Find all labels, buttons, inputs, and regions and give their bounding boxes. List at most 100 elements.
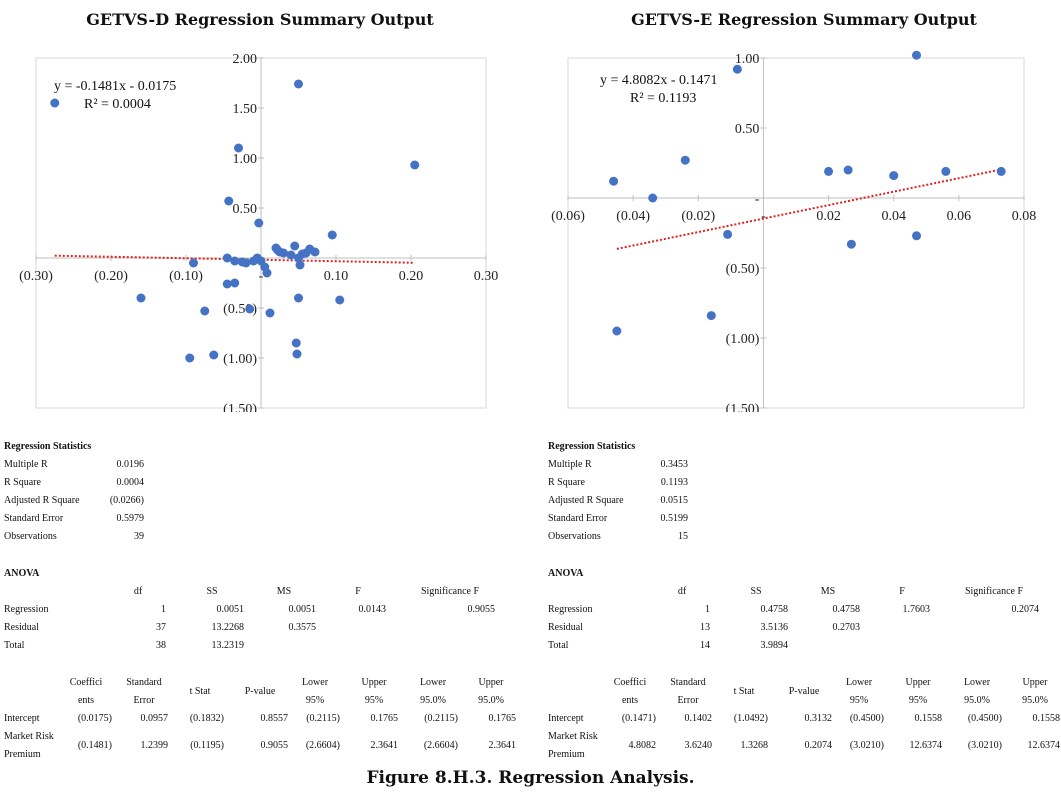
anova-cell: 13.2268: [211, 622, 245, 633]
data-point: [185, 353, 195, 363]
anova-header: MS: [276, 586, 292, 597]
coef-header: Standard: [126, 677, 162, 688]
coef-header: Lower: [845, 677, 873, 688]
reg-stats-heading: Regression Statistics: [4, 441, 92, 452]
x-tick-label: 0.30: [474, 269, 499, 284]
data-point: [295, 260, 305, 270]
coef-header: P-value: [244, 686, 276, 697]
coef-header: Upper: [478, 677, 504, 688]
coef-cell: 2.3641: [370, 740, 399, 751]
data-point: [846, 239, 856, 249]
coef-cell: (0.4500): [967, 713, 1002, 724]
coef-header: Error: [677, 695, 699, 706]
reg-stat-value: 0.1193: [660, 477, 688, 488]
data-point: [912, 231, 922, 241]
reg-stat-value: 15: [678, 531, 688, 542]
coef-cell: (3.0210): [967, 740, 1002, 751]
reg-stat-value: 39: [134, 531, 144, 542]
data-point: [209, 350, 219, 360]
x-tick-label: 0.06: [947, 209, 972, 224]
anova-heading: ANOVA: [4, 568, 40, 579]
data-point: [680, 155, 690, 165]
data-point: [262, 268, 272, 278]
coef-header: 95%: [364, 695, 384, 706]
anova-cell: 0.0051: [216, 604, 245, 615]
data-point: [136, 293, 146, 303]
x-tick-label: (0.06): [551, 209, 585, 224]
reg-stat-value: 0.5979: [116, 513, 145, 524]
coef-row-label: Market Risk: [548, 731, 598, 742]
anova-heading: ANOVA: [548, 568, 584, 579]
coef-header: Lower: [419, 677, 447, 688]
coef-cell: (1.0492): [733, 713, 768, 724]
data-point: [50, 98, 60, 108]
coef-header: 95.0%: [478, 695, 504, 706]
figure-caption: Figure 8.H.3. Regression Analysis.: [366, 768, 695, 788]
reg-stat-value: 0.0196: [116, 459, 145, 470]
data-point: [824, 166, 834, 176]
anova-header: Significance F: [964, 586, 1024, 597]
data-point: [222, 253, 232, 263]
data-point: [941, 166, 951, 176]
coef-cell: 0.1558: [1032, 713, 1061, 724]
coef-cell: (0.1832): [189, 713, 224, 724]
coef-cell: 0.3132: [804, 713, 833, 724]
coef-cell: 3.6240: [684, 740, 713, 751]
anova-cell: 13.2319: [211, 640, 245, 651]
y-tick-label: 0.50: [735, 122, 760, 137]
reg-stat-label: R Square: [4, 477, 41, 488]
coef-cell: 12.6374: [909, 740, 943, 751]
data-point: [224, 196, 234, 206]
anova-cell: 3.9894: [760, 640, 789, 651]
reg-stat-label: R Square: [548, 477, 585, 488]
data-point: [254, 218, 264, 228]
trend-equation: y = 4.8082x - 0.1471: [600, 73, 718, 88]
coef-header: ents: [621, 695, 639, 706]
y-tick-label: 1.00: [735, 52, 760, 67]
data-point: [843, 165, 853, 175]
coef-header: Upper: [1022, 677, 1048, 688]
x-tick-label: 0.08: [1012, 209, 1037, 224]
anova-cell: 0.9055: [467, 604, 496, 615]
coef-cell: 0.9055: [260, 740, 289, 751]
anova-cell: 1: [705, 604, 710, 615]
coef-cell: (2.6604): [423, 740, 458, 751]
data-point: [294, 79, 303, 89]
data-point: [222, 279, 232, 289]
coef-cell: 0.1765: [370, 713, 399, 724]
data-point: [294, 293, 303, 303]
anova-cell: 13: [700, 622, 710, 633]
right-panel: GETVS-E Regression Summary Output (0.06)…: [544, 0, 1061, 770]
coef-cell: (0.0175): [77, 713, 112, 724]
left-panel: GETVS-D Regression Summary Output (0.30)…: [0, 0, 520, 770]
chart-title: GETVS-D Regression Summary Output: [86, 10, 434, 29]
reg-stat-label: Observations: [548, 531, 601, 542]
y-tick-label: (1.50): [726, 402, 760, 412]
coef-row-label: Market Risk: [4, 731, 54, 742]
y-tick-label: (1.00): [726, 332, 760, 347]
data-point: [241, 258, 251, 268]
coef-header: P-value: [788, 686, 820, 697]
data-point: [291, 338, 301, 348]
anova-header: F: [355, 586, 361, 597]
anova-header: F: [899, 586, 905, 597]
coef-header: 95%: [849, 695, 869, 706]
x-tick-label: (0.30): [19, 269, 53, 284]
anova-row-label: Residual: [548, 622, 583, 633]
r-squared-label: R² = 0.0004: [84, 97, 151, 112]
reg-stat-label: Standard Error: [4, 513, 64, 524]
coef-row-label: Premium: [548, 749, 585, 760]
coef-header: Lower: [963, 677, 991, 688]
reg-stat-label: Multiple R: [4, 459, 48, 470]
data-point: [230, 278, 240, 288]
y-tick-label: (1.00): [223, 352, 257, 367]
data-point: [292, 349, 302, 359]
data-point: [648, 193, 658, 203]
coef-row-label: Intercept: [4, 713, 40, 724]
coef-cell: (0.1471): [621, 713, 656, 724]
coef-cell: (0.2115): [424, 713, 458, 724]
coef-header: Coeffici: [69, 677, 103, 688]
trendline: [616, 168, 1002, 250]
anova-row-label: Total: [548, 640, 569, 651]
coef-header: Upper: [361, 677, 387, 688]
